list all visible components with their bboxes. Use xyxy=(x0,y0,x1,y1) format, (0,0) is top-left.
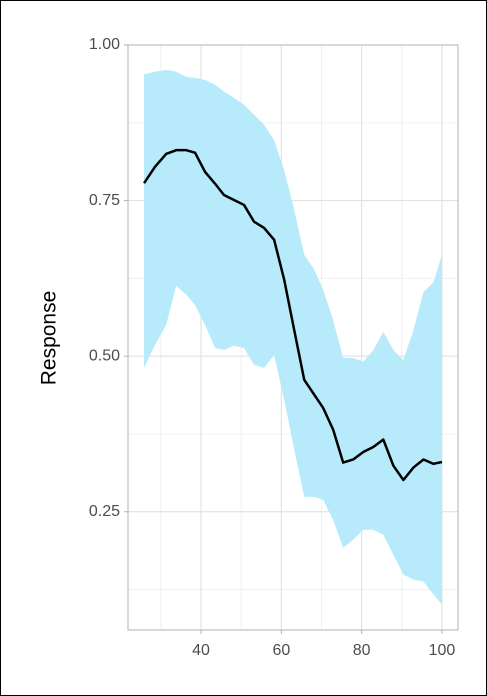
y-tick-label: 0.25 xyxy=(89,503,120,520)
panel-border xyxy=(127,44,459,631)
y-tick-label: 0.50 xyxy=(89,347,120,364)
y-tick-label: 0.75 xyxy=(89,192,120,209)
x-tick-label: 40 xyxy=(192,642,210,659)
y-axis-label: Response xyxy=(38,291,61,386)
y-tick-label: 1.00 xyxy=(89,36,120,53)
x-tick-label: 80 xyxy=(353,642,371,659)
x-tick-label: 100 xyxy=(429,642,456,659)
confidence-band xyxy=(144,69,442,605)
x-tick-label: 60 xyxy=(272,642,290,659)
line xyxy=(143,148,443,482)
